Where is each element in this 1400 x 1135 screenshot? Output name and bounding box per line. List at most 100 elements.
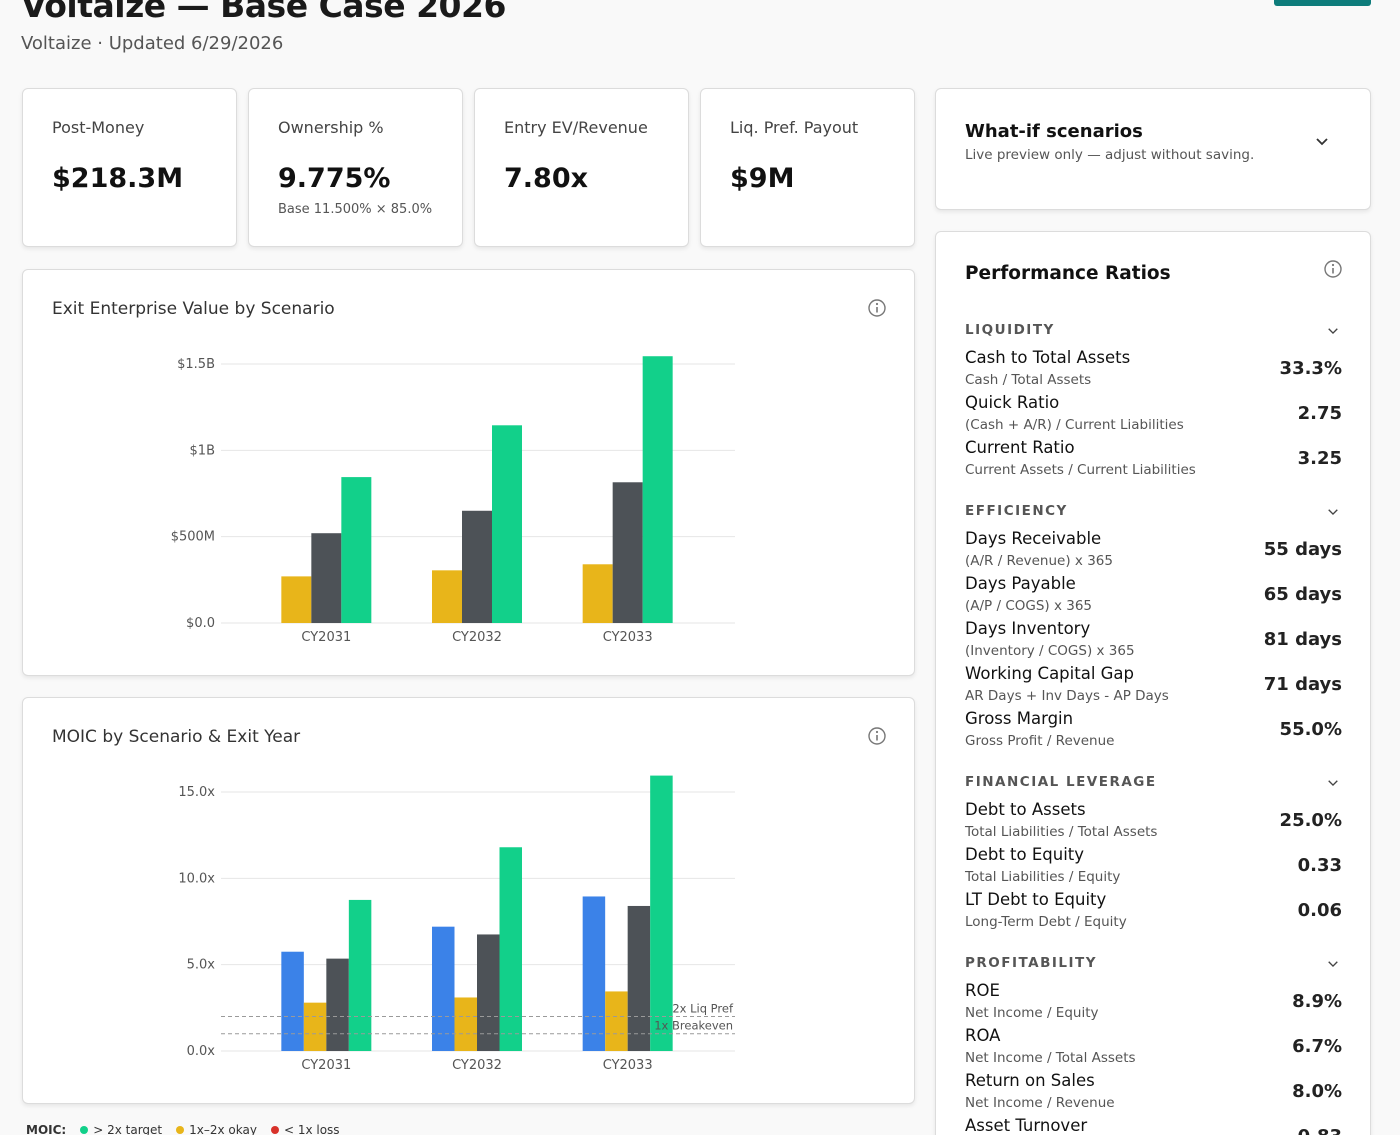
bar-cy2031-s2[interactable] [326, 958, 349, 1051]
x-tick-label: CY2033 [603, 630, 653, 645]
bar-cy2033-s2[interactable] [627, 905, 651, 1051]
ratio-value: 33.3% [1279, 358, 1342, 379]
chevron-down-icon[interactable] [1327, 959, 1339, 968]
ratio-value: 8.9% [1292, 991, 1342, 1012]
moic-legend: MOIC: > 2x target 1x–2x okay < 1x loss [26, 1123, 346, 1135]
y-tick-label: 0.0x [187, 1044, 216, 1059]
chevron-down-icon[interactable] [1327, 507, 1339, 516]
ratio-formula: (Cash + A/R) / Current Liabilities [965, 417, 1184, 433]
section-heading-financial-leverage[interactable]: FINANCIAL LEVERAGE [965, 774, 1157, 790]
bar-cy2031-s1[interactable] [311, 533, 342, 623]
section-heading-efficiency[interactable]: EFFICIENCY [965, 503, 1068, 519]
bar-cy2033-s1[interactable] [605, 991, 628, 1051]
kpi-value: 7.80x [504, 163, 589, 194]
bar-cy2032-s1[interactable] [454, 997, 478, 1051]
x-tick-label: CY2032 [452, 630, 502, 645]
bar-cy2031-s0[interactable] [281, 951, 304, 1051]
section-heading-liquidity[interactable]: LIQUIDITY [965, 322, 1055, 338]
kpi-label: Post-Money [52, 118, 145, 137]
ratio-name: Debt to Assets [965, 800, 1086, 819]
legend-dot-icon [270, 1126, 279, 1134]
bar-cy2031-s1[interactable] [303, 1002, 327, 1051]
ratio-formula: Current Assets / Current Liabilities [965, 462, 1196, 478]
legend-label: < 1x loss [283, 1123, 340, 1135]
y-tick-label: $500M [171, 530, 215, 545]
kpi-subtext: Base 11.500% × 85.0% [278, 202, 433, 217]
reference-line-label: 2x Liq Pref [672, 1001, 734, 1015]
kpi-label: Ownership % [278, 118, 384, 137]
ratio-name: Current Ratio [965, 438, 1075, 457]
ratio-formula: Cash / Total Assets [965, 372, 1092, 388]
y-tick-label: 5.0x [187, 958, 216, 973]
x-tick-label: CY2031 [301, 1058, 351, 1073]
ratio-formula: Net Income / Equity [965, 1005, 1099, 1021]
chevron-down-icon[interactable] [1327, 778, 1339, 787]
bar-cy2033-s3[interactable] [650, 775, 673, 1051]
moic-bar-chart: 0.0x 5.0x 10.0x 15.0x CY2031 CY2032 CY2033 2x L… [178, 775, 735, 1073]
info-icon[interactable] [867, 726, 887, 746]
ratio-formula: (A/P / COGS) x 365 [965, 598, 1093, 614]
whatif-title: What-if scenarios [965, 121, 1143, 142]
ratio-name: Days Receivable [965, 529, 1102, 548]
legend-item-okay: 1x–2x okay [176, 1123, 257, 1135]
bar-cy2031-s3[interactable] [348, 899, 372, 1051]
bar-cy2033-s0[interactable] [582, 896, 606, 1051]
ratio-name: ROE [965, 981, 1000, 1000]
ratio-value: 0.83 [1298, 1126, 1342, 1135]
ratio-value: 2.75 [1297, 403, 1342, 424]
kpi-value: $9M [730, 163, 795, 194]
bar-cy2032-s0[interactable] [432, 926, 455, 1051]
chart-title: Exit Enterprise Value by Scenario [52, 299, 335, 319]
kpi-card-entry-ev-revenue: Entry EV/Revenue 7.80x [474, 88, 689, 247]
kpi-value: $218.3M [52, 163, 184, 194]
ratio-name: Return on Sales [965, 1071, 1095, 1090]
page-title: Voltaize — Base Case 2026 [21, 0, 506, 25]
ratio-formula: AR Days + Inv Days - AP Days [965, 688, 1169, 704]
ratio-formula: (Inventory / COGS) x 365 [965, 643, 1135, 659]
whatif-card[interactable]: What-if scenarios Live preview only — ad… [935, 88, 1371, 210]
ratio-value: 71 days [1263, 674, 1342, 695]
ratio-name: ROA [965, 1026, 1001, 1045]
reference-line-label: 1x Breakeven [654, 1019, 733, 1033]
exit-ev-bar-chart: $0.0 $500M $1B $1.5B CY2031 CY2032 CY2033 [171, 356, 735, 645]
legend-dot-icon [176, 1126, 185, 1134]
section-heading-profitability[interactable]: PROFITABILITY [965, 955, 1098, 971]
kpi-label: Entry EV/Revenue [504, 118, 648, 137]
ratio-formula: Net Income / Revenue [965, 1095, 1115, 1111]
y-tick-label: $1.5B [177, 357, 215, 372]
chevron-down-icon[interactable] [1315, 136, 1329, 146]
info-icon[interactable] [867, 298, 887, 318]
ratio-formula: (A/R / Revenue) x 365 [965, 553, 1113, 569]
info-icon[interactable] [1323, 259, 1343, 279]
y-tick-label: 15.0x [178, 785, 215, 800]
ratio-value: 6.7% [1292, 1036, 1342, 1057]
bar-cy2032-s2[interactable] [492, 425, 522, 623]
legend-item-loss: < 1x loss [270, 1123, 340, 1135]
bar-cy2032-s1[interactable] [462, 510, 492, 623]
ratio-value: 65 days [1263, 584, 1342, 605]
bar-cy2031-s2[interactable] [341, 477, 372, 623]
exit-ev-chart-card: Exit Enterprise Value by Scenario $0.0 $5… [22, 269, 915, 676]
bar-cy2032-s0[interactable] [432, 570, 462, 623]
ratio-name: Days Inventory [965, 619, 1091, 638]
bar-cy2033-s0[interactable] [582, 564, 613, 623]
ratio-value: 25.0% [1279, 810, 1342, 831]
y-tick-label: $0.0 [186, 616, 215, 631]
bar-cy2032-s2[interactable] [477, 934, 500, 1051]
ratio-name: LT Debt to Equity [965, 890, 1107, 909]
bar-cy2033-s1[interactable] [612, 482, 643, 623]
ratio-name: Gross Margin [965, 709, 1074, 728]
performance-ratios-card: Performance Ratios LIQUIDITY Cash to Tot… [935, 231, 1371, 1135]
primary-action-button[interactable] [1274, 0, 1371, 6]
ratio-formula: Total Liabilities / Equity [965, 869, 1121, 885]
whatif-subtitle: Live preview only — adjust without savin… [965, 147, 1255, 163]
chevron-down-icon[interactable] [1327, 326, 1339, 335]
ratio-formula: Total Liabilities / Total Assets [965, 824, 1158, 840]
bar-cy2032-s3[interactable] [499, 847, 523, 1051]
ratio-value: 55 days [1263, 539, 1342, 560]
kpi-label: Liq. Pref. Payout [730, 118, 859, 137]
bar-cy2031-s0[interactable] [281, 576, 312, 623]
legend-label: 1x–2x okay [189, 1123, 257, 1135]
ratio-name: Working Capital Gap [965, 664, 1135, 683]
bar-cy2033-s2[interactable] [642, 356, 673, 623]
